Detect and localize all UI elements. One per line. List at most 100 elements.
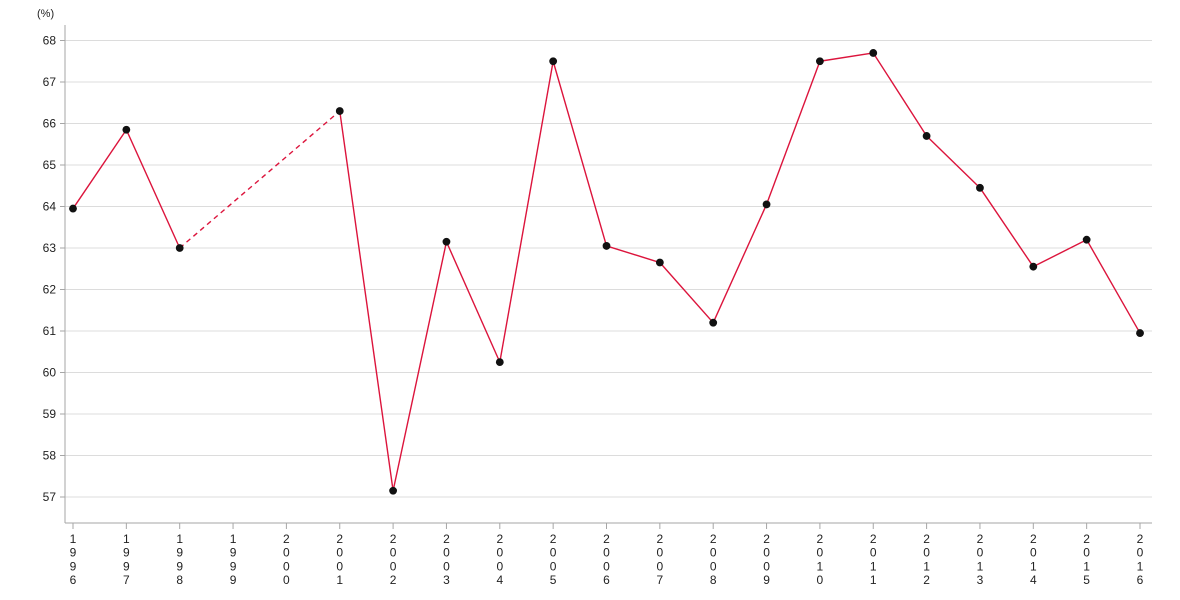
- y-axis-unit-label: (%): [37, 8, 55, 20]
- x-tick-label-2014-digit-1: 0: [1030, 546, 1037, 560]
- x-tick-label-2009-digit-3: 9: [763, 573, 770, 587]
- x-tick-label-2009-digit-0: 2: [763, 532, 770, 546]
- x-tick-label-1997-digit-2: 9: [123, 559, 130, 573]
- data-point-2013: [976, 183, 984, 192]
- data-point-1996: [69, 204, 77, 213]
- data-point-2004: [495, 358, 504, 367]
- y-tick-label-64: 64: [43, 200, 57, 214]
- x-tick-label-1998-digit-0: 1: [176, 532, 183, 546]
- x-tick-label-1997-digit-0: 1: [123, 532, 130, 546]
- x-tick-label-2014-digit-3: 4: [1030, 573, 1037, 587]
- data-point-2012: [922, 132, 931, 140]
- x-tick-label-1996-digit-1: 9: [70, 546, 77, 560]
- series-segment-2007-2008: [659, 262, 714, 324]
- data-point-2005: [549, 57, 558, 66]
- x-tick-label-2010-digit-3: 0: [817, 573, 824, 587]
- x-tick-label-1999-digit-2: 9: [230, 559, 237, 573]
- series-segment-2012-2013: [926, 135, 981, 189]
- data-point-2002: [389, 486, 397, 495]
- x-tick-label-2007-digit-2: 0: [657, 559, 664, 573]
- data-point-2015: [1082, 235, 1091, 244]
- x-tick-label-2004-digit-2: 0: [496, 559, 503, 573]
- y-tick-label-57: 57: [43, 490, 57, 504]
- x-tick-label-2015-digit-1: 0: [1083, 546, 1090, 560]
- y-tick-label-58: 58: [43, 449, 57, 463]
- x-tick-label-1998-digit-2: 9: [176, 559, 183, 573]
- x-tick-label-2001-digit-2: 0: [336, 559, 343, 573]
- x-tick-label-2005-digit-1: 0: [550, 546, 557, 560]
- data-point-2003: [442, 237, 451, 246]
- x-tick-label-2013-digit-0: 2: [977, 532, 984, 546]
- y-tick-label-66: 66: [43, 117, 57, 131]
- x-tick-label-2003-digit-2: 0: [443, 559, 450, 573]
- x-tick-label-2000-digit-2: 0: [283, 559, 290, 573]
- x-tick-label-2005-digit-3: 5: [550, 573, 557, 587]
- data-point-2009: [762, 200, 771, 209]
- y-tick-label-67: 67: [43, 75, 57, 89]
- x-tick-label-2012-digit-2: 1: [923, 559, 930, 573]
- x-tick-label-2016-digit-0: 2: [1137, 532, 1144, 546]
- x-tick-label-2016-digit-2: 1: [1137, 559, 1144, 573]
- x-tick-label-2015-digit-3: 5: [1083, 573, 1090, 587]
- x-tick-label-2005-digit-2: 0: [550, 559, 557, 573]
- y-tick-label-59: 59: [43, 407, 57, 421]
- x-tick-label-2010-digit-2: 1: [817, 559, 824, 573]
- data-point-2008: [709, 318, 718, 327]
- x-tick-label-1997-digit-3: 7: [123, 573, 130, 587]
- y-tick-label-68: 68: [43, 34, 57, 48]
- x-tick-label-2012-digit-3: 2: [923, 573, 930, 587]
- x-tick-label-2002-digit-1: 0: [390, 546, 397, 560]
- x-tick-label-2006-digit-1: 0: [603, 546, 610, 560]
- x-tick-label-2012-digit-1: 0: [923, 546, 930, 560]
- data-point-2016: [1136, 329, 1144, 337]
- data-point-2014: [1029, 262, 1038, 271]
- series-segment-2009-2010: [765, 61, 821, 205]
- x-tick-label-2006-digit-0: 2: [603, 532, 610, 546]
- x-tick-label-2016-digit-3: 6: [1137, 573, 1144, 587]
- x-tick-label-2006-digit-3: 6: [603, 573, 610, 587]
- x-tick-label-2007-digit-0: 2: [657, 532, 664, 546]
- data-point-2010: [816, 57, 824, 66]
- x-tick-label-2001-digit-0: 2: [336, 532, 343, 546]
- x-tick-label-2007-digit-1: 0: [657, 546, 664, 560]
- x-tick-label-2006-digit-2: 0: [603, 559, 610, 573]
- x-tick-label-2002-digit-3: 2: [390, 573, 397, 587]
- y-tick-label-65: 65: [43, 158, 57, 172]
- x-tick-label-2007-digit-3: 7: [657, 573, 664, 587]
- x-tick-label-2014-digit-2: 1: [1030, 559, 1037, 573]
- series-segment-1998-2001-dashed: [179, 110, 341, 249]
- x-tick-label-2003-digit-3: 3: [443, 573, 450, 587]
- x-tick-label-1998-digit-1: 9: [176, 546, 183, 560]
- x-tick-label-1997-digit-1: 9: [123, 546, 130, 560]
- y-tick-label-62: 62: [43, 283, 57, 297]
- series-segment-2006-2007: [606, 245, 661, 264]
- data-point-2001: [335, 107, 344, 115]
- x-tick-label-2000-digit-0: 2: [283, 532, 290, 546]
- x-tick-label-2016-digit-1: 0: [1137, 546, 1144, 560]
- y-tick-label-60: 60: [43, 366, 57, 380]
- x-tick-label-2008-digit-1: 0: [710, 546, 717, 560]
- series-segment-2014-2015: [1032, 239, 1087, 268]
- x-tick-label-2013-digit-2: 1: [977, 559, 984, 573]
- x-tick-label-2011-digit-3: 1: [870, 573, 877, 587]
- x-tick-label-2009-digit-2: 0: [763, 559, 770, 573]
- x-tick-label-2013-digit-3: 3: [977, 573, 984, 587]
- x-tick-label-2008-digit-2: 0: [710, 559, 717, 573]
- x-tick-label-2003-digit-1: 0: [443, 546, 450, 560]
- x-tick-label-1999-digit-3: 9: [230, 573, 237, 587]
- x-tick-label-1999-digit-0: 1: [230, 532, 237, 546]
- y-tick-label-63: 63: [43, 241, 57, 255]
- x-tick-label-2000-digit-3: 0: [283, 573, 290, 587]
- x-tick-label-2012-digit-0: 2: [923, 532, 930, 546]
- x-tick-label-1999-digit-1: 9: [230, 546, 237, 560]
- x-tick-label-2009-digit-1: 0: [763, 546, 770, 560]
- x-tick-label-2004-digit-1: 0: [496, 546, 503, 560]
- data-point-2007: [655, 258, 664, 267]
- x-tick-label-2010-digit-1: 0: [817, 546, 824, 560]
- x-tick-label-2004-digit-0: 2: [496, 532, 503, 546]
- y-tick-label-61: 61: [43, 324, 57, 338]
- series-segment-2003-2004: [445, 241, 501, 363]
- x-tick-label-2005-digit-0: 2: [550, 532, 557, 546]
